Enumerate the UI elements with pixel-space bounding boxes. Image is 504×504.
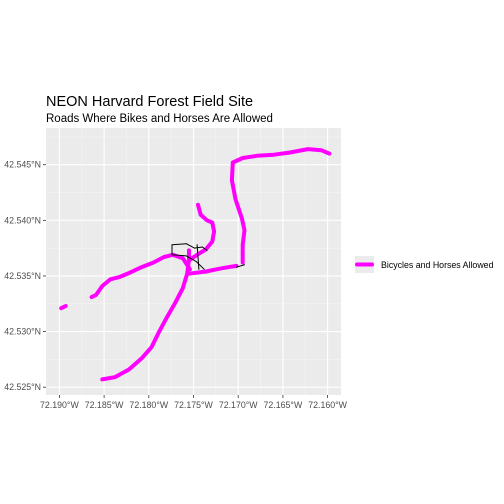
x-axis: 72.190°W 72.185°W 72.180°W 72.175°W 72.170°W… [40,395,348,410]
road-other [235,264,245,268]
road-bikes-horses-allowed [229,147,332,265]
road-other [185,255,205,270]
chart-subtitle: Roads Where Bikes and Horses Are Allowed [46,113,273,125]
y-tick-label: 42.525°N [4,382,41,392]
road-other [196,244,200,270]
y-tick-label: 42.535°N [4,271,41,281]
x-tick-label: 72.190°W [40,400,79,410]
road-bikes-horses-allowed [187,202,217,263]
road-features [59,147,332,382]
road-other [185,243,208,251]
legend-label: Bicycles and Horses Allowed [381,260,494,270]
road-bikes-horses-allowed [187,263,239,276]
x-tick-label: 72.180°W [129,400,168,410]
y-tick-label: 42.530°N [4,327,41,337]
y-tick-label: 42.545°N [4,160,41,170]
y-axis: 42.525°N 42.530°N 42.535°N 42.540°N 42.545°N [4,160,46,392]
x-tick-label: 72.175°W [174,400,213,410]
x-tick-label: 72.170°W [219,400,258,410]
major-gridlines [46,128,341,395]
road-bikes-horses-allowed [59,304,68,311]
chart-title: NEON Harvard Forest Field Site [46,94,253,110]
y-tick-label: 42.540°N [4,215,41,225]
x-tick-label: 72.185°W [85,400,124,410]
road-bikes-horses-allowed [100,248,191,382]
x-tick-label: 72.160°W [308,400,347,410]
road-other [171,243,187,257]
legend: Bicycles and Horses Allowed [355,256,494,273]
x-tick-label: 72.165°W [264,400,303,410]
